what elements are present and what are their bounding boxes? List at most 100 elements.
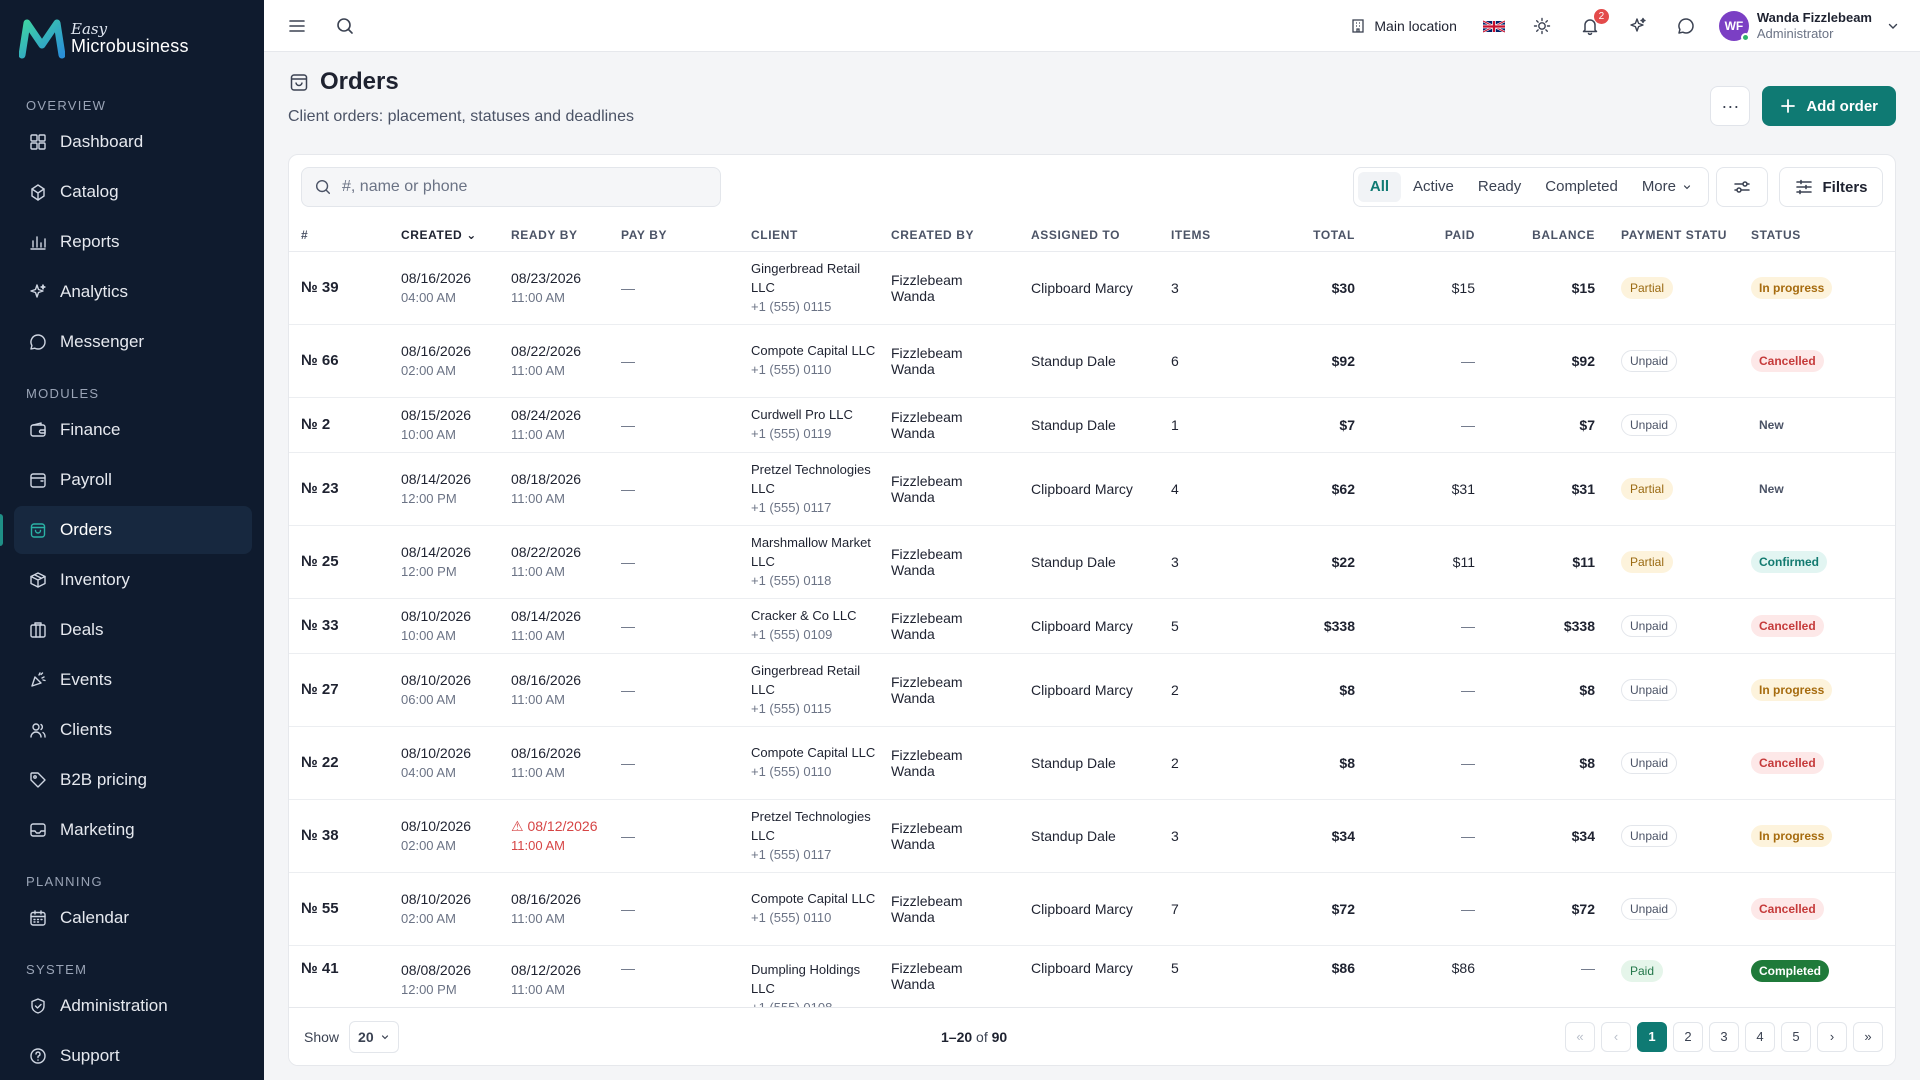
page-5-button[interactable]: 5 bbox=[1781, 1021, 1811, 1052]
column-header-paid[interactable]: Paid bbox=[1369, 219, 1489, 252]
table-row[interactable]: № 39 08/16/2026 04:00 AM 08/23/2026 11:00 AM… bbox=[289, 251, 1895, 325]
sidebar-item-deals[interactable]: Deals bbox=[14, 606, 252, 654]
sidebar-item-administration[interactable]: Administration bbox=[14, 982, 252, 1030]
column-header-payment-statu[interactable]: Payment statu bbox=[1609, 219, 1739, 252]
order-number[interactable]: № 66 bbox=[301, 352, 339, 369]
page-size-select[interactable]: 20 bbox=[349, 1020, 399, 1053]
filters-button[interactable]: Filters bbox=[1779, 167, 1883, 207]
user-menu[interactable]: WF Wanda Fizzlebeam Administrator bbox=[1718, 10, 1900, 42]
column-header-status[interactable]: Status bbox=[1739, 219, 1895, 252]
sidebar-item-clients[interactable]: Clients bbox=[14, 706, 252, 754]
status-badge[interactable]: New bbox=[1759, 417, 1784, 432]
sidebar-item-b2b-pricing[interactable]: B2B pricing bbox=[14, 756, 252, 804]
add-order-button[interactable]: Add order bbox=[1762, 86, 1896, 126]
column-header-created[interactable]: Created ⌄ bbox=[389, 219, 499, 252]
sidebar-item-support[interactable]: Support bbox=[14, 1032, 252, 1080]
status-badge[interactable]: In progress bbox=[1751, 276, 1833, 299]
order-number[interactable]: № 25 bbox=[301, 553, 339, 570]
order-number[interactable]: № 2 bbox=[301, 416, 331, 433]
tab-active[interactable]: Active bbox=[1401, 172, 1466, 202]
status-badge[interactable]: Cancelled bbox=[1751, 614, 1824, 637]
search-icon[interactable] bbox=[334, 15, 356, 37]
status-badge[interactable]: New bbox=[1759, 481, 1784, 496]
page-2-button[interactable]: 2 bbox=[1673, 1021, 1703, 1052]
sidebar-item-reports[interactable]: Reports bbox=[14, 218, 252, 266]
sidebar-item-messenger[interactable]: Messenger bbox=[14, 318, 252, 366]
column-header-pay-by[interactable]: Pay by bbox=[609, 219, 739, 252]
client-name[interactable]: Dumpling Holdings LLC bbox=[751, 961, 861, 996]
sidebar-item-orders[interactable]: Orders bbox=[0, 506, 252, 554]
column-header-[interactable]: # bbox=[289, 219, 389, 252]
sparkle-icon[interactable] bbox=[1627, 15, 1649, 37]
status-badge[interactable]: Confirmed bbox=[1751, 550, 1827, 573]
table-row[interactable]: № 55 08/10/2026 02:00 AM 08/16/2026 11:00 AM… bbox=[289, 872, 1895, 946]
column-header-total[interactable]: Total bbox=[1239, 219, 1369, 252]
column-header-created-by[interactable]: Created by bbox=[879, 219, 1019, 252]
order-number[interactable]: № 27 bbox=[301, 681, 339, 698]
tab-ready[interactable]: Ready bbox=[1466, 172, 1533, 202]
menu-icon[interactable] bbox=[286, 15, 308, 37]
table-row[interactable]: № 38 08/10/2026 02:00 AM ⚠ 08/12/2026 11:00 … bbox=[289, 799, 1895, 873]
status-badge[interactable]: Cancelled bbox=[1751, 897, 1824, 920]
sidebar-item-finance[interactable]: Finance bbox=[14, 406, 252, 454]
sidebar-item-payroll[interactable]: Payroll bbox=[14, 456, 252, 504]
last-page-button[interactable]: » bbox=[1853, 1021, 1883, 1052]
status-badge[interactable]: Cancelled bbox=[1751, 349, 1824, 372]
tab-more[interactable]: More bbox=[1630, 172, 1704, 202]
client-name[interactable]: Curdwell Pro LLC bbox=[751, 407, 853, 422]
client-name[interactable]: Marshmallow Market LLC bbox=[751, 534, 871, 569]
order-number[interactable]: № 23 bbox=[301, 480, 339, 497]
order-number[interactable]: № 41 bbox=[301, 959, 339, 977]
table-row[interactable]: № 33 08/10/2026 10:00 AM 08/14/2026 11:00 AM… bbox=[289, 598, 1895, 654]
status-badge[interactable]: Cancelled bbox=[1751, 751, 1824, 774]
page-3-button[interactable]: 3 bbox=[1709, 1021, 1739, 1052]
order-number[interactable]: № 22 bbox=[301, 754, 339, 771]
sidebar-item-analytics[interactable]: Analytics bbox=[14, 268, 252, 316]
first-page-button[interactable]: « bbox=[1565, 1021, 1595, 1052]
tab-completed[interactable]: Completed bbox=[1533, 172, 1630, 202]
search-input[interactable] bbox=[342, 178, 702, 196]
column-header-ready-by[interactable]: Ready by bbox=[499, 219, 609, 252]
uk-flag-icon[interactable] bbox=[1482, 19, 1505, 34]
brand[interactable]: Easy Microbusiness bbox=[0, 0, 264, 78]
client-name[interactable]: Compote Capital LLC bbox=[751, 343, 876, 358]
column-settings-button[interactable] bbox=[1716, 167, 1768, 207]
client-name[interactable]: Gingerbread Retail LLC bbox=[751, 260, 861, 295]
next-page-button[interactable]: › bbox=[1817, 1021, 1847, 1052]
page-1-button[interactable]: 1 bbox=[1637, 1021, 1667, 1052]
status-badge[interactable]: In progress bbox=[1751, 678, 1833, 701]
table-row[interactable]: № 2 08/15/2026 10:00 AM 08/24/2026 11:00 AM —… bbox=[289, 397, 1895, 453]
table-row[interactable]: № 27 08/10/2026 06:00 AM 08/16/2026 11:00 AM… bbox=[289, 653, 1895, 727]
status-badge[interactable]: In progress bbox=[1751, 824, 1833, 847]
table-row[interactable]: № 25 08/14/2026 12:00 PM 08/22/2026 11:00 AM… bbox=[289, 525, 1895, 599]
more-actions-button[interactable]: ··· bbox=[1710, 86, 1751, 126]
sidebar-item-inventory[interactable]: Inventory bbox=[14, 556, 252, 604]
tab-all[interactable]: All bbox=[1357, 172, 1402, 202]
client-name[interactable]: Cracker & Co LLC bbox=[751, 608, 857, 623]
chat-icon[interactable] bbox=[1675, 15, 1697, 37]
order-number[interactable]: № 38 bbox=[301, 827, 339, 844]
sidebar-item-marketing[interactable]: Marketing bbox=[14, 806, 252, 854]
table-row[interactable]: № 41 08/08/2026 12:00 PM 08/12/2026 11:00 AM… bbox=[289, 945, 1895, 1019]
column-header-balance[interactable]: Balance bbox=[1489, 219, 1609, 252]
table-row[interactable]: № 22 08/10/2026 04:00 AM 08/16/2026 11:00 AM… bbox=[289, 726, 1895, 800]
search-box[interactable] bbox=[301, 167, 721, 207]
column-header-assigned-to[interactable]: Assigned to bbox=[1019, 219, 1159, 252]
client-name[interactable]: Gingerbread Retail LLC bbox=[751, 662, 861, 697]
sun-icon[interactable] bbox=[1531, 15, 1553, 37]
table-row[interactable]: № 66 08/16/2026 02:00 AM 08/22/2026 11:00 AM… bbox=[289, 324, 1895, 398]
client-name[interactable]: Pretzel Technologies LLC bbox=[751, 808, 871, 843]
sidebar-item-dashboard[interactable]: Dashboard bbox=[14, 118, 252, 166]
order-number[interactable]: № 33 bbox=[301, 617, 339, 634]
location-selector[interactable]: Main location bbox=[1350, 18, 1457, 34]
order-number[interactable]: № 39 bbox=[301, 279, 339, 296]
client-name[interactable]: Compote Capital LLC bbox=[751, 891, 876, 906]
column-header-items[interactable]: Items bbox=[1159, 219, 1239, 252]
table-row[interactable]: № 23 08/14/2026 12:00 PM 08/18/2026 11:00 AM… bbox=[289, 452, 1895, 526]
page-4-button[interactable]: 4 bbox=[1745, 1021, 1775, 1052]
client-name[interactable]: Compote Capital LLC bbox=[751, 745, 876, 760]
sidebar-item-calendar[interactable]: Calendar bbox=[14, 894, 252, 942]
order-number[interactable]: № 55 bbox=[301, 900, 339, 917]
sidebar-item-events[interactable]: Events bbox=[14, 656, 252, 704]
column-header-client[interactable]: Client bbox=[739, 219, 879, 252]
